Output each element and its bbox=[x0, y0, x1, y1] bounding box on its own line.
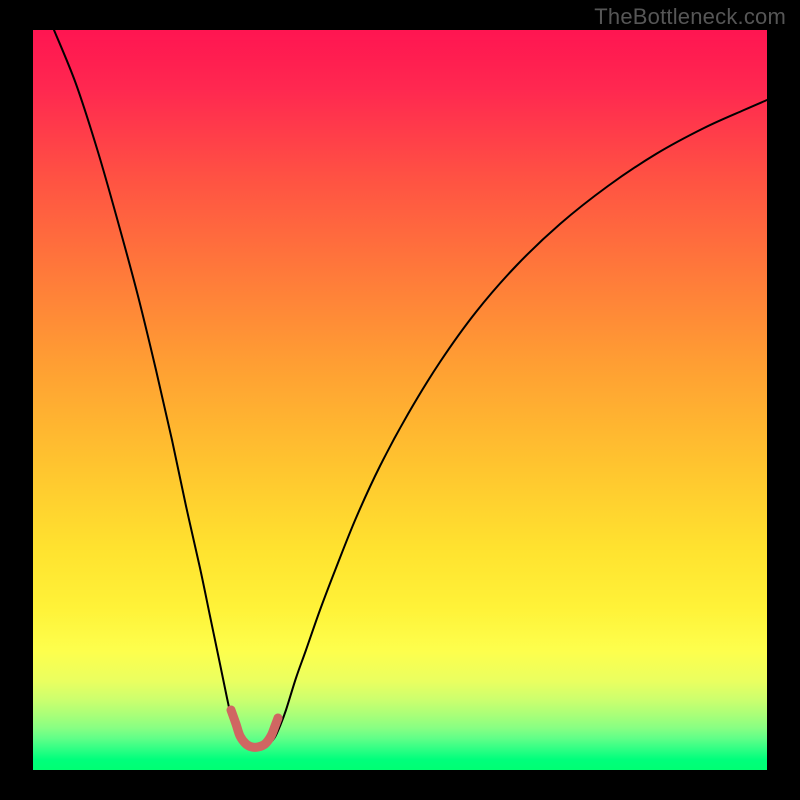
watermark-text: TheBottleneck.com bbox=[594, 4, 786, 30]
plot-background bbox=[33, 30, 767, 770]
plot-svg bbox=[0, 0, 800, 800]
chart-frame: TheBottleneck.com bbox=[0, 0, 800, 800]
